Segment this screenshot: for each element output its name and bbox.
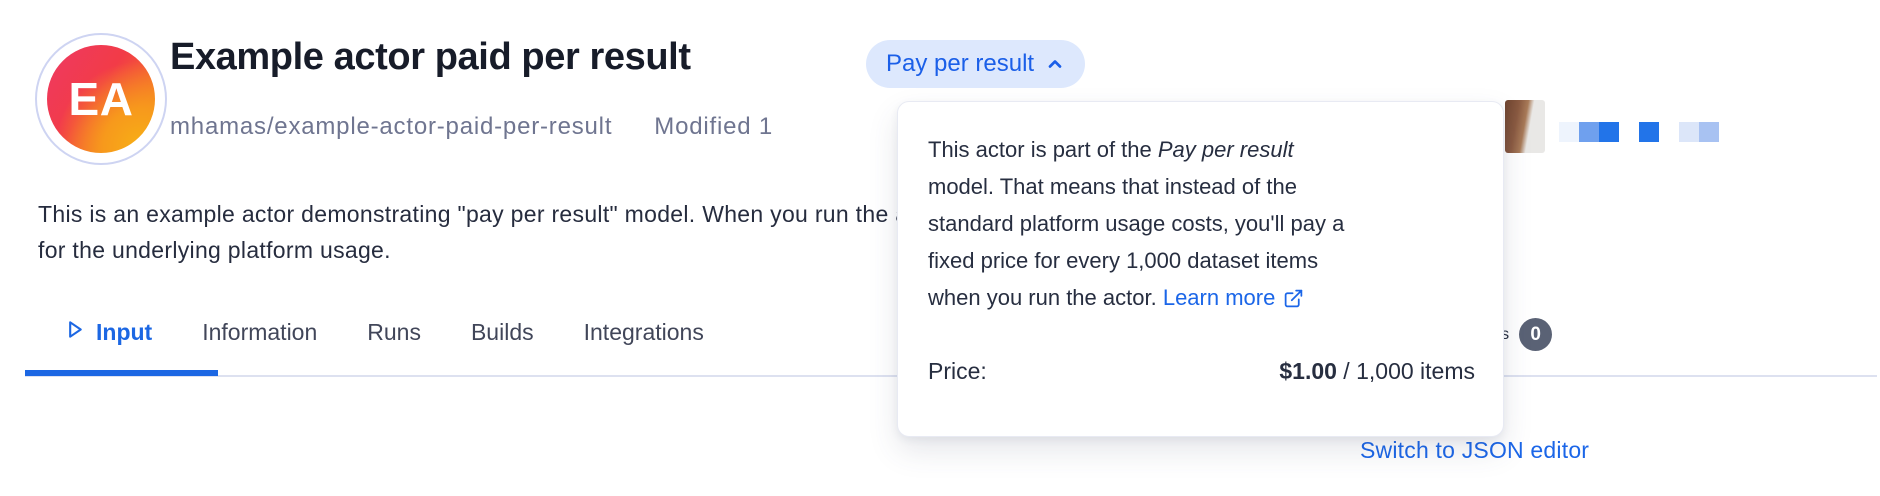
activity-square (1599, 122, 1619, 142)
actor-username-path[interactable]: mhamas/example-actor-paid-per-result (170, 113, 613, 140)
price-unit: / 1,000 items (1336, 358, 1475, 384)
tab-builds-label: Builds (470, 319, 534, 345)
profile-photo (1505, 100, 1545, 153)
tab-runs[interactable]: Runs (367, 318, 421, 347)
popover-line-5: when you run the actor. Learn more (928, 279, 1475, 316)
learn-more-label: Learn more (1162, 285, 1276, 310)
actor-avatar-initials: EA (47, 45, 155, 153)
popover-line-1: This actor is part of the Pay per result (928, 131, 1475, 168)
popover-line-4: fixed price for every 1,000 dataset item… (928, 248, 1319, 273)
pay-per-result-badge[interactable]: Pay per result (866, 40, 1086, 88)
activity-strip (1559, 122, 1719, 142)
active-tab-underline (25, 370, 218, 376)
tab-integrations[interactable]: Integrations (584, 318, 704, 347)
play-icon (63, 318, 86, 347)
tab-input-label: Input (96, 319, 153, 345)
modified-timestamp: Modified 1 (654, 113, 774, 140)
activity-square (1699, 122, 1719, 142)
popover-line-5-text: when you run the actor. (928, 285, 1163, 310)
tab-input[interactable]: Input (63, 318, 152, 347)
tab-integrations-label: Integrations (583, 319, 704, 345)
pay-per-result-badge-label: Pay per result (886, 50, 1035, 77)
switch-to-json-editor-link[interactable]: Switch to JSON editor (1360, 437, 1590, 463)
learn-more-link[interactable]: Learn more (1163, 279, 1305, 316)
tab-information[interactable]: Information (202, 318, 317, 347)
activity-square (1659, 122, 1679, 142)
tab-builds[interactable]: Builds (471, 318, 534, 347)
page-title: Example actor paid per result (170, 36, 691, 78)
activity-square (1579, 122, 1599, 142)
tabs-row: Input Information Runs Builds Integratio… (63, 318, 704, 347)
price-amount: $1.00 (1279, 358, 1337, 384)
activity-square (1679, 122, 1699, 142)
saved-tasks-count-badge: 0 (1519, 318, 1553, 351)
popover-line-1-text: This actor is part of the (928, 137, 1158, 162)
price-label: Price: (928, 358, 987, 384)
popover-line-1-italic: Pay per result (1157, 137, 1294, 162)
price-value: $1.00 / 1,000 items (1279, 358, 1475, 385)
pay-per-result-popover: This actor is part of the Pay per result… (897, 101, 1504, 437)
popover-line-3: standard platform usage costs, you'll pa… (928, 211, 1345, 236)
external-link-icon (1283, 287, 1304, 308)
subtitle-row: mhamas/example-actor-paid-per-result Mod… (170, 113, 773, 141)
tab-information-label: Information (202, 319, 318, 345)
popover-line-2: model. That means that instead of the (928, 174, 1297, 199)
chevron-up-icon (1045, 54, 1065, 74)
description-line-2: for the underlying platform usage. (38, 237, 391, 263)
price-row: Price: $1.00 / 1,000 items (928, 358, 1475, 385)
activity-square (1619, 122, 1639, 142)
activity-square (1639, 122, 1659, 142)
tab-runs-label: Runs (367, 319, 421, 345)
actor-avatar: EA (35, 33, 167, 165)
activity-square (1559, 122, 1579, 142)
